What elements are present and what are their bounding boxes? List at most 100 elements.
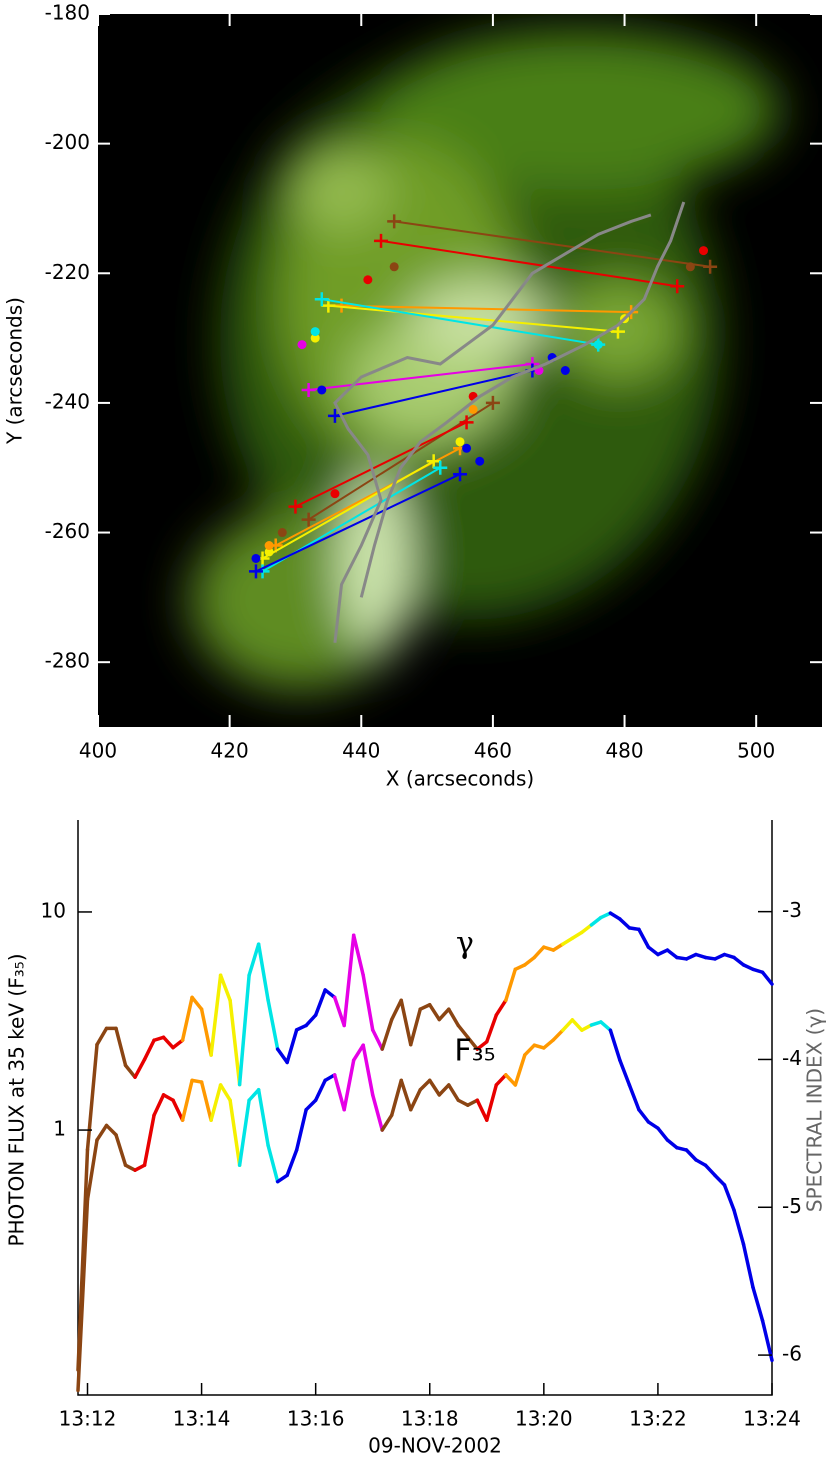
line-segment [732, 1208, 746, 1246]
y-tick-label: 10 [41, 898, 66, 922]
line-segment [760, 970, 774, 986]
y2-tick-label: -6 [782, 1342, 802, 1366]
line-segment [637, 1107, 651, 1124]
line-segment [428, 1003, 442, 1022]
axis-frame [77, 820, 773, 1396]
y2-axis-title: SPECTRAL INDEX (γ) [803, 1008, 827, 1212]
line-segment [523, 1043, 537, 1057]
line-segment [618, 1058, 632, 1087]
cross-marker [288, 499, 303, 514]
line-segment [389, 1078, 403, 1117]
dot-marker [475, 456, 485, 466]
contour [333, 213, 652, 643]
line-segment [570, 1018, 584, 1032]
dot-marker [699, 246, 709, 256]
line-segment [447, 1007, 461, 1028]
dot-marker [593, 340, 603, 350]
line-segment [133, 1163, 147, 1172]
cross-marker [703, 259, 718, 274]
line-segment [608, 911, 622, 921]
line-segment [542, 1038, 556, 1050]
x-tick-label: 13:24 [743, 1407, 801, 1431]
y2-tick-label: -5 [782, 1194, 802, 1218]
line-segment [294, 1107, 308, 1152]
cross-marker [301, 382, 316, 397]
track-line [328, 304, 619, 333]
dot-marker [685, 262, 695, 272]
track-line [262, 460, 435, 560]
line-segment [580, 923, 594, 935]
dot-marker [389, 262, 399, 272]
line-segment [342, 1058, 356, 1112]
track-line [334, 369, 533, 417]
line-segment [437, 1007, 451, 1022]
line-segment [370, 1093, 384, 1132]
dot-marker [560, 366, 570, 375]
line-segment [589, 915, 603, 927]
line-segment [599, 1020, 613, 1032]
x-axis-title: 09-NOV-2002 [368, 1434, 502, 1458]
line-segment [275, 1173, 289, 1184]
line-segment [561, 1018, 575, 1032]
line-segment [180, 995, 194, 1042]
cross-marker [670, 279, 685, 294]
line-segment [580, 1023, 594, 1032]
line-segment [218, 973, 232, 1003]
line-segment [703, 1163, 717, 1178]
line-segment [627, 1083, 641, 1112]
line-segment [85, 1042, 99, 1152]
y-tick-label: -220 [45, 260, 90, 284]
line-segment [256, 942, 270, 1003]
dot-marker [330, 489, 340, 499]
line-segment [637, 927, 651, 949]
line-segment [161, 1035, 175, 1050]
line-segment [418, 1078, 432, 1092]
line-segment [199, 1080, 213, 1122]
x-tick-label: 400 [79, 739, 117, 763]
line-segment [342, 933, 356, 1028]
line-segment [209, 973, 223, 1057]
line-segment [361, 1043, 375, 1097]
cross-marker [301, 512, 316, 527]
x-tick-label: 440 [342, 739, 380, 763]
line-segment [466, 1098, 480, 1107]
x-tick-label: 13:22 [629, 1407, 687, 1431]
dot-marker [297, 340, 307, 350]
line-segment [142, 1113, 156, 1167]
y-tick-label: -200 [45, 130, 90, 154]
line-segment [76, 1197, 90, 1393]
line-segment [684, 1148, 698, 1162]
line-segment [380, 1017, 394, 1051]
x-tick-label: 420 [211, 739, 249, 763]
y2-tick-label: -4 [782, 1046, 802, 1070]
line-segment [351, 933, 365, 977]
line-segment [323, 988, 337, 1000]
line-segment [399, 998, 413, 1047]
track-line [321, 298, 599, 346]
line-segment [95, 1026, 109, 1047]
line-segment [389, 998, 403, 1022]
dot-marker [310, 333, 320, 343]
line-segment [523, 955, 537, 967]
line-segment [285, 1148, 299, 1178]
line-segment [561, 936, 575, 946]
line-segment [114, 1133, 128, 1167]
line-segment [380, 1113, 394, 1132]
line-segment [104, 1123, 118, 1137]
track-line [380, 239, 678, 288]
cross-marker [485, 395, 500, 410]
x-tick-label: 500 [737, 739, 775, 763]
line-segment [285, 1028, 299, 1065]
line-segment [475, 1039, 489, 1051]
line-segment [95, 1123, 109, 1142]
intensity-image [98, 14, 822, 727]
line-segment [351, 1043, 365, 1062]
y-axis-title: Y (arcseconds) [3, 297, 27, 445]
line-segment [494, 998, 508, 1017]
line-segment [123, 1163, 137, 1172]
line-segment [256, 1088, 270, 1148]
line-segment [513, 1053, 527, 1087]
line-segment [494, 1073, 508, 1087]
